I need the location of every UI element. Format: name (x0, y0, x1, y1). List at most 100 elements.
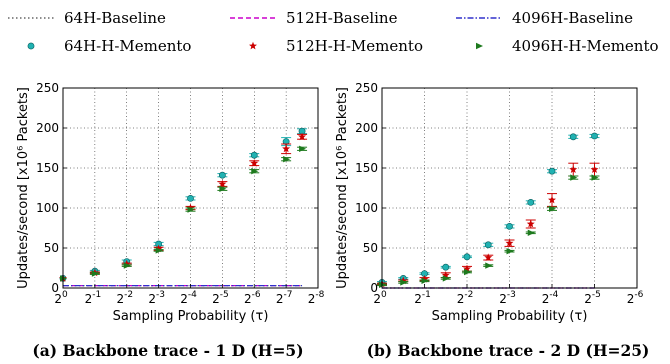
point-4096h-h-memento (123, 262, 131, 269)
legend-label-64h-baseline: 64H-Baseline (64, 9, 166, 27)
plot-area-a (63, 88, 318, 288)
y-tick-label: 50 (363, 241, 378, 255)
point-512h-h-memento (548, 195, 556, 204)
x-tick-label: 2-2 (116, 290, 133, 306)
point-4096h-h-memento (187, 206, 195, 213)
x-tick-label: 2-7 (276, 290, 293, 306)
legend: 64H-Baseline 512H-Baseline 4096H-Baseline 6… (8, 9, 659, 55)
y-tick-label: 0 (370, 281, 378, 295)
point-512h-h-memento (569, 165, 578, 173)
point-512h-h-memento (441, 271, 450, 279)
x-axis-label-a: Sampling Probability (τ) (113, 309, 269, 324)
point-4096h-h-memento (219, 185, 227, 192)
legend-item-64h-baseline: 64H-Baseline (8, 9, 166, 27)
x-tick-label: 2-1 (85, 290, 102, 306)
point-512h-h-memento (484, 253, 493, 261)
point-512h-h-memento (420, 275, 429, 283)
legend-item-4096h-baseline: 4096H-Baseline (456, 9, 633, 27)
point-4096h-h-memento (400, 279, 408, 286)
x-tick-label: 2-3 (148, 290, 165, 306)
legend-item-64h-h-memento: 64H-H-Memento (27, 37, 191, 55)
point-64h-h-memento (569, 133, 577, 141)
x-tick-label: 2-5 (584, 290, 601, 306)
y-tick-label: 200 (36, 121, 59, 135)
chart-a: 0 50 100 150 200 250 20 2-1 2-2 2-3 2-4 2-5 2-6 2-7 2-… (16, 81, 325, 324)
point-4096h-h-memento (299, 145, 307, 152)
point-4096h-h-memento (91, 270, 99, 277)
point-64h-h-memento (506, 222, 513, 230)
point-512h-h-memento (250, 159, 259, 167)
legend-marker-64h-h-memento (27, 42, 35, 50)
point-64h-h-memento (250, 151, 258, 159)
point-512h-h-memento (399, 276, 408, 285)
legend-marker-512h-h-memento (249, 41, 257, 50)
point-64h-h-memento (463, 253, 471, 261)
legend-label-512h-baseline: 512H-Baseline (286, 9, 398, 27)
y-tick-label: 150 (355, 161, 378, 175)
point-4096h-h-memento (591, 174, 599, 181)
point-64h-h-memento (527, 198, 535, 206)
point-4096h-h-memento (421, 277, 429, 284)
point-4096h-h-memento (442, 275, 450, 282)
legend-label-64h-h-memento: 64H-H-Memento (64, 37, 191, 55)
x-tick-label: 20 (373, 290, 387, 306)
y-tick-label: 150 (36, 161, 59, 175)
legend-label-512h-h-memento: 512H-H-Memento (286, 37, 423, 55)
x-tick-label: 2-1 (414, 290, 431, 306)
y-axis-label-b: Updates/second [x10⁶ Packets] (335, 87, 350, 289)
legend-item-512h-h-memento: 512H-H-Memento (249, 37, 423, 55)
y-tick-label: 0 (51, 281, 59, 295)
legend-marker-4096h-h-memento (476, 42, 483, 50)
y-tick-label: 100 (355, 201, 378, 215)
point-512h-h-memento (122, 259, 131, 268)
point-512h-h-memento (463, 264, 471, 273)
x-tick-label: 2-4 (180, 290, 197, 306)
plot-area-b (382, 88, 637, 288)
point-4096h-h-memento (155, 247, 163, 254)
point-4096h-h-memento (506, 248, 514, 255)
y-tick-label: 200 (355, 121, 378, 135)
point-64h-h-memento (548, 167, 556, 175)
x-tick-label: 20 (54, 290, 68, 306)
y-tick-label: 250 (36, 81, 59, 95)
legend-item-512h-baseline: 512H-Baseline (230, 9, 398, 27)
point-64h-h-memento (187, 194, 194, 202)
x-tick-label: 2-4 (542, 290, 559, 306)
point-4096h-h-memento (485, 262, 493, 269)
point-4096h-h-memento (464, 268, 471, 276)
point-512h-h-memento (590, 165, 599, 173)
point-512h-h-memento (154, 244, 163, 253)
y-tick-label: 50 (44, 241, 59, 255)
x-axis-label-b: Sampling Probability (τ) (432, 309, 588, 324)
y-tick-label: 100 (36, 201, 59, 215)
x-tick-label: 2-2 (457, 290, 474, 306)
x-tick-label: 2-8 (308, 290, 325, 306)
point-4096h-h-memento (549, 205, 556, 212)
x-tick-label: 2-5 (212, 290, 229, 306)
x-tick-label: 2-6 (244, 290, 261, 306)
x-tick-label: 2-3 (499, 290, 516, 306)
point-4096h-h-memento (283, 156, 291, 163)
point-512h-h-memento (282, 144, 291, 153)
point-64h-h-memento (591, 132, 598, 140)
point-64h-h-memento (484, 241, 492, 249)
point-4096h-h-memento (570, 174, 578, 181)
y-tick-label: 250 (355, 81, 378, 95)
point-64h-h-memento (442, 263, 450, 271)
point-512h-h-memento (526, 219, 535, 228)
point-512h-h-memento (218, 179, 227, 188)
chart-b: 0 50 100 150 200 250 20 2-1 2-2 2-3 2-4 2-5 2-6 Sampl… (335, 81, 644, 324)
point-4096h-h-memento (251, 168, 259, 175)
legend-item-4096h-h-memento: 4096H-H-Memento (476, 37, 659, 55)
caption-a: (a) Backbone trace - 1 D (H=5) (32, 341, 303, 360)
point-512h-h-memento (298, 132, 307, 141)
point-4096h-h-memento (527, 229, 535, 236)
caption-b: (b) Backbone trace - 2 D (H=25) (367, 341, 650, 360)
point-512h-h-memento (505, 239, 514, 247)
x-tick-label: 2-6 (627, 290, 644, 306)
y-axis-label-a: Updates/second [x10⁶ Packets] (16, 87, 31, 289)
legend-label-4096h-h-memento: 4096H-H-Memento (512, 37, 659, 55)
legend-label-4096h-baseline: 4096H-Baseline (512, 9, 633, 27)
point-64h-h-memento (218, 171, 226, 179)
